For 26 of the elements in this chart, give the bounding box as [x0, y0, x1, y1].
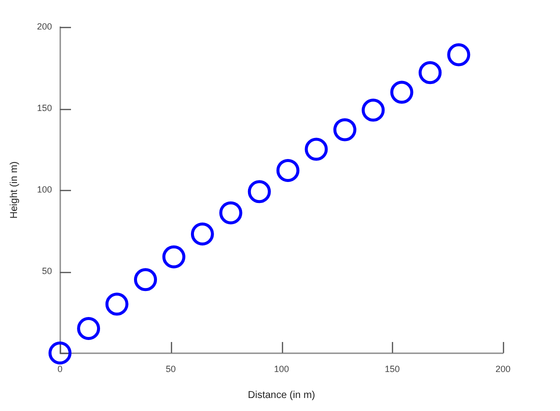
point [390, 80, 414, 104]
x-tick-label: 0 [57, 364, 63, 374]
point [162, 245, 186, 268]
point [190, 222, 214, 246]
y-tick-label: 50 [42, 266, 52, 276]
point [447, 43, 470, 66]
y-tick-label: 200 [36, 21, 52, 32]
point [77, 317, 100, 340]
x-tick-label: 150 [384, 364, 400, 374]
y-tick-label: 150 [36, 102, 52, 113]
point [333, 118, 356, 142]
y-axis-title: Height (in m) [8, 161, 20, 219]
x-tick-label: 100 [274, 364, 290, 374]
x-tick-label: 50 [166, 364, 176, 374]
point [304, 138, 328, 161]
point [362, 98, 385, 122]
point [134, 268, 157, 292]
point [105, 292, 128, 316]
point [219, 201, 242, 224]
point [418, 61, 442, 84]
x-axis-title: Distance (in m) [248, 390, 316, 401]
point [248, 180, 271, 204]
point [276, 158, 300, 182]
point [48, 342, 72, 364]
y-tick-label: 100 [36, 184, 52, 194]
x-tick-label: 200 [495, 364, 511, 374]
